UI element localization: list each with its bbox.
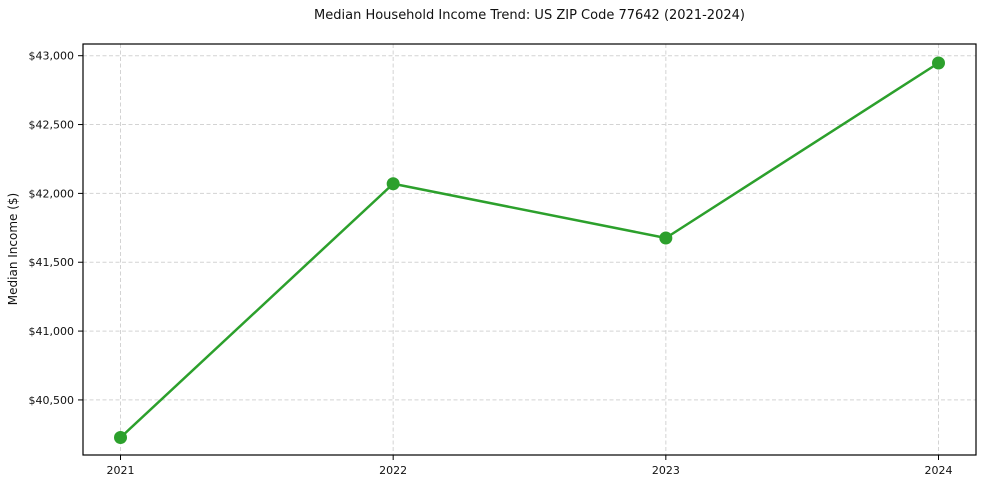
- y-tick-label: $40,500: [29, 394, 75, 407]
- data-point-2023: [659, 231, 673, 245]
- data-point-2022: [386, 177, 400, 191]
- x-tick-label: 2023: [652, 464, 680, 477]
- plot-border: [82, 43, 977, 456]
- data-point-2021: [114, 431, 128, 445]
- y-tick-label: $43,000: [29, 50, 75, 63]
- chart-title: Median Household Income Trend: US ZIP Co…: [314, 8, 745, 23]
- x-tick-label: 2022: [379, 464, 407, 477]
- y-tick-label: $42,500: [29, 119, 75, 132]
- y-tick-label: $42,000: [29, 187, 75, 200]
- income-trend-line: [119, 61, 940, 439]
- x-tick-label: 2024: [924, 464, 952, 477]
- y-tick-label: $41,500: [29, 256, 75, 269]
- y-tick-label: $41,000: [29, 325, 75, 338]
- data-point-2024: [931, 56, 945, 70]
- x-tick-label: 2021: [107, 464, 135, 477]
